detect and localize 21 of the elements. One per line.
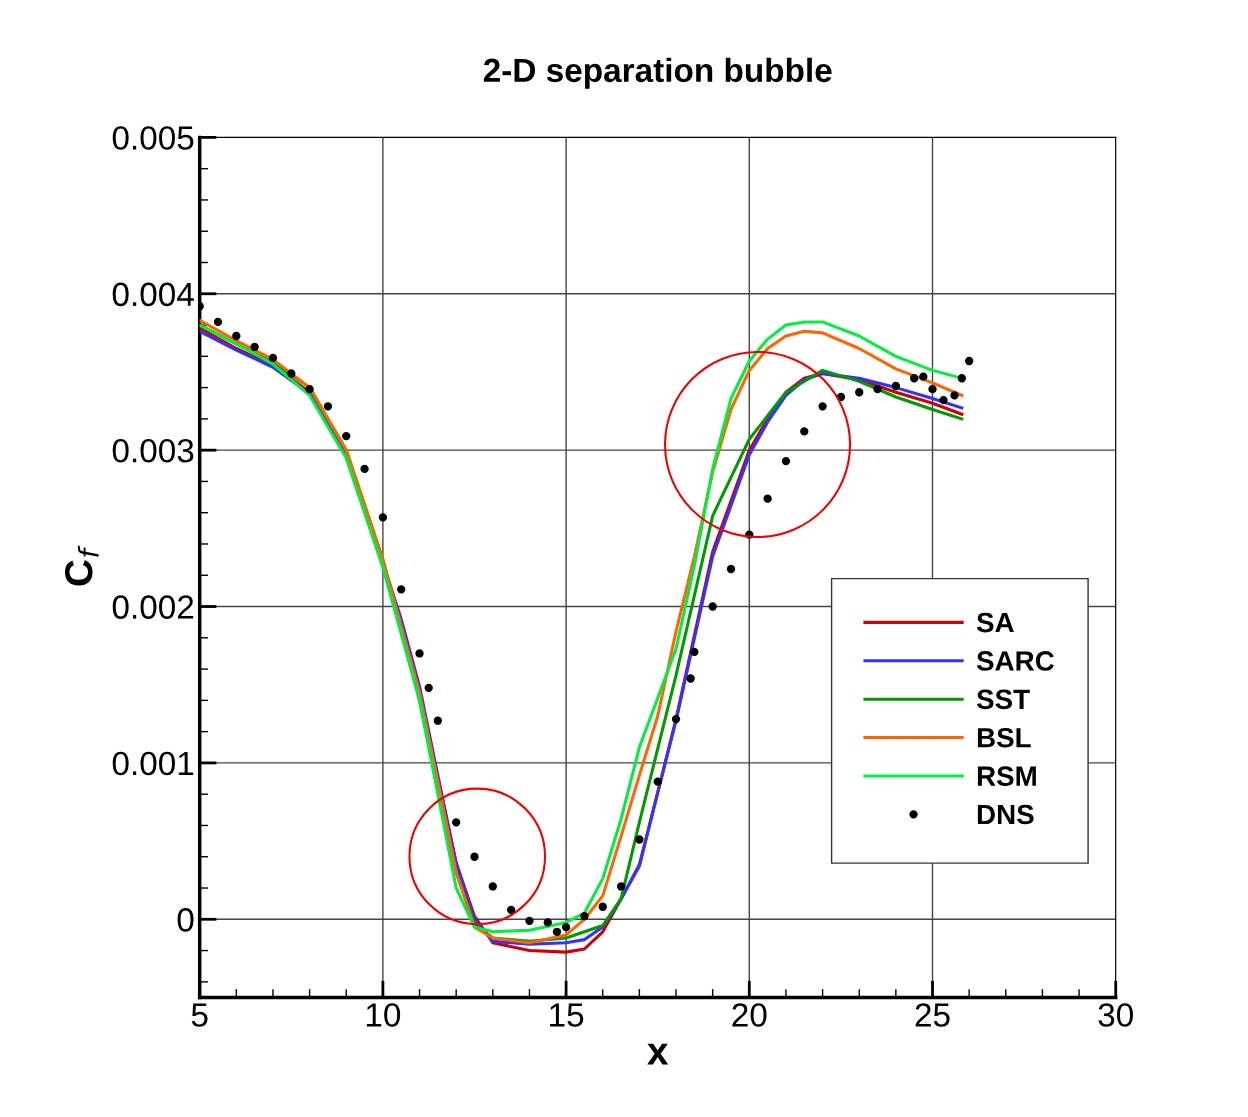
- y-tick-label: 0.002: [112, 595, 194, 619]
- x-tick-label: 25: [915, 1003, 950, 1027]
- x-tick-label: 20: [732, 1003, 767, 1027]
- legend-label: SARC: [976, 651, 1054, 671]
- chart-title: 2-D separation bubble: [483, 57, 832, 89]
- y-tick-label: 0.001: [112, 751, 194, 776]
- legend-label: SST: [976, 689, 1030, 710]
- x-axis-title: x: [647, 1043, 669, 1065]
- legend-label: RSM: [977, 766, 1036, 786]
- y-axis-title: C$_{f}$: [65, 545, 99, 586]
- x-tick-label: 10: [366, 1003, 401, 1027]
- y-tick-label: 0.004: [112, 282, 194, 307]
- legend-label: BSL: [977, 727, 1031, 748]
- y-tick-label: 0: [177, 908, 194, 932]
- legend-label: DNS: [977, 804, 1034, 825]
- x-tick-label: 15: [550, 1003, 584, 1027]
- y-tick-label: 0.003: [112, 438, 194, 463]
- x-tick-label: 30: [1098, 1003, 1133, 1027]
- y-tick-label: 0.005: [112, 126, 194, 150]
- x-tick-label: 5: [191, 1003, 208, 1027]
- legend-label: SA: [976, 612, 1014, 633]
